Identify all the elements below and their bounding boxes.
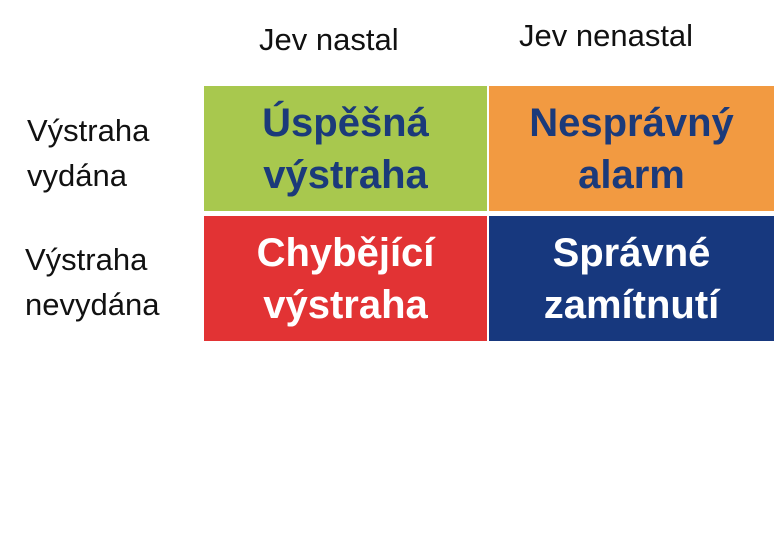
cell-successful-warning: Úspěšná výstraha (204, 86, 487, 211)
cell-label-line: výstraha (263, 152, 428, 197)
row-header-line: nevydána (25, 287, 160, 322)
column-header-event-not-occurred: Jev nenastal (519, 18, 694, 53)
cell-label-line: zamítnutí (543, 282, 720, 327)
cell-label-line: Nesprávný (529, 100, 734, 145)
row-header-warning-not-issued: Výstraha nevydána (25, 237, 159, 327)
cell-label-line: alarm (578, 152, 685, 197)
cell-missed-warning: Chybějící výstraha (204, 216, 487, 341)
column-header-event-occurred: Jev nastal (259, 22, 399, 57)
row-header-line: Výstraha (25, 242, 148, 277)
cell-correct-rejection: Správné zamítnutí (489, 216, 774, 341)
cell-label-line: výstraha (263, 282, 428, 327)
cell-label-line: Správné (552, 230, 711, 275)
cell-false-alarm: Nesprávný alarm (489, 86, 774, 211)
cell-label-line: Chybějící (256, 230, 435, 275)
cell-label-line: Úspěšná (262, 100, 429, 145)
row-header-line: vydána (27, 158, 127, 193)
row-header-line: Výstraha (27, 113, 150, 148)
row-header-warning-issued: Výstraha vydána (27, 108, 149, 198)
